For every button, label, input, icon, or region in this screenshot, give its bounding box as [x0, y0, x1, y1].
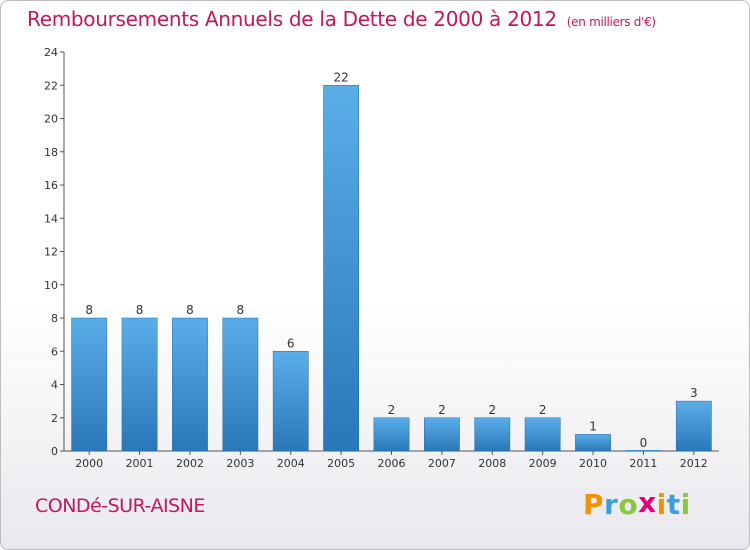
data-label-2007: 2: [438, 403, 446, 417]
y-tick-label: 6: [51, 345, 58, 358]
y-tick-label: 20: [44, 113, 58, 126]
commune-name: CONDé-SUR-AISNE: [35, 495, 205, 517]
y-tick-label: 14: [44, 212, 58, 225]
x-tick-label-2004: 2004: [277, 457, 305, 470]
y-tick-label: 2: [51, 412, 58, 425]
logo-letter: x: [638, 486, 657, 519]
data-label-2004: 6: [287, 336, 295, 350]
logo-letter: r: [604, 488, 619, 521]
bar-2006: [373, 417, 410, 452]
x-tick-label-2003: 2003: [226, 457, 254, 470]
logo-letter: t: [666, 488, 681, 521]
x-tick-label-2002: 2002: [176, 457, 204, 470]
x-tick-label-2006: 2006: [378, 457, 406, 470]
data-label-2005: 22: [333, 70, 348, 84]
chart-title: Remboursements Annuels de la Dette de 20…: [27, 7, 656, 31]
bar-2007: [424, 417, 460, 452]
bar-2012: [675, 400, 712, 452]
bar-2001: [121, 317, 158, 452]
chart-title-text: Remboursements Annuels de la Dette de 20…: [27, 7, 557, 31]
y-tick-label: 22: [44, 79, 58, 92]
data-label-2006: 2: [388, 403, 396, 417]
y-tick-label: 24: [44, 46, 58, 59]
y-tick-label: 0: [51, 445, 58, 458]
x-tick-label-2000: 2000: [75, 457, 103, 470]
data-label-2010: 1: [589, 419, 597, 433]
logo-letter: i: [656, 488, 667, 521]
bar-2010: [575, 434, 611, 452]
bar-2008: [474, 417, 511, 452]
x-tick-label-2005: 2005: [327, 457, 355, 470]
bar-2009: [524, 417, 561, 452]
labels: 2000820018200282003820046200522200622007…: [75, 70, 708, 470]
y-tick-label: 12: [44, 246, 58, 259]
x-tick-label-2008: 2008: [478, 457, 506, 470]
y-tick-label: 16: [44, 179, 58, 192]
data-label-2011: 0: [640, 436, 648, 450]
data-label-2009: 2: [539, 403, 547, 417]
bar-2011: [625, 450, 662, 451]
y-tick-label: 10: [44, 279, 58, 292]
bar-2004: [272, 351, 309, 452]
x-tick-label-2010: 2010: [579, 457, 607, 470]
bar-2005: [323, 85, 360, 452]
x-tick-label-2009: 2009: [529, 457, 557, 470]
x-tick-label-2001: 2001: [126, 457, 154, 470]
bars: [71, 85, 712, 452]
data-label-2002: 8: [186, 303, 194, 317]
x-tick-label-2011: 2011: [629, 457, 657, 470]
y-tick-label: 8: [51, 312, 58, 325]
bar-2002: [172, 317, 208, 452]
bar-2003: [222, 317, 259, 452]
logo-letter: i: [680, 488, 691, 521]
data-label-2001: 8: [136, 303, 144, 317]
logo-letter: P: [583, 488, 605, 521]
data-label-2000: 8: [85, 303, 93, 317]
proxiti-logo: Proxiti: [583, 486, 691, 521]
data-label-2003: 8: [237, 303, 245, 317]
logo-letter: o: [618, 488, 639, 521]
bar-2000: [71, 317, 108, 452]
x-tick-label-2007: 2007: [428, 457, 456, 470]
chart-unit-note: (en milliers d'€): [566, 15, 656, 29]
y-tick-label: 18: [44, 146, 58, 159]
y-tick-label: 4: [51, 379, 58, 392]
data-label-2008: 2: [488, 403, 496, 417]
x-tick-label-2012: 2012: [680, 457, 708, 470]
data-label-2012: 3: [690, 386, 698, 400]
